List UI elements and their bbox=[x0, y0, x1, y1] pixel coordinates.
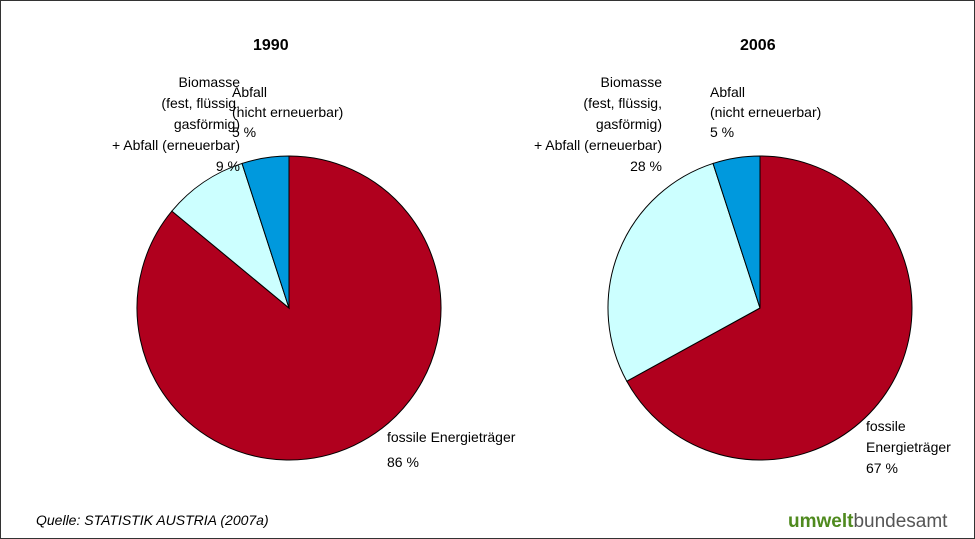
pie-slice bbox=[136, 155, 442, 461]
pie-slice bbox=[171, 162, 291, 310]
slice-label: Biomasse (fest, flüssig, gasförmig) + Abfal… bbox=[534, 74, 662, 153]
value-label: 5 % bbox=[232, 124, 256, 140]
value-label: 9 % bbox=[216, 158, 240, 174]
slice-label: fossile Energieträger bbox=[387, 429, 516, 445]
source: Quelle: STATISTIK AUSTRIA (2007a) bbox=[36, 512, 269, 528]
slice-label: Abfall (nicht erneuerbar) bbox=[710, 84, 821, 120]
logo-bold: umwelt bbox=[788, 511, 854, 532]
value-label: 86 % bbox=[387, 454, 419, 470]
slice-label: fossile Energieträger bbox=[866, 418, 951, 455]
chart-title: 2006 bbox=[740, 37, 776, 54]
logo: umweltbundesamt bbox=[788, 511, 948, 532]
pie-slice bbox=[626, 155, 913, 461]
chart-title: 1990 bbox=[253, 37, 289, 54]
value-label: 28 % bbox=[630, 158, 662, 174]
slice-label: Biomasse (fest, flüssig, gasförmig) + Abfal… bbox=[112, 74, 240, 153]
pie-slice bbox=[241, 155, 290, 309]
pie-slice bbox=[607, 162, 761, 382]
logo-regular: bundesamt bbox=[853, 511, 948, 532]
value-label: 5 % bbox=[710, 124, 734, 140]
pie-slice bbox=[712, 155, 761, 309]
slice-label: Abfall (nicht erneuerbar) bbox=[232, 84, 343, 120]
value-label: 67 % bbox=[866, 460, 898, 476]
